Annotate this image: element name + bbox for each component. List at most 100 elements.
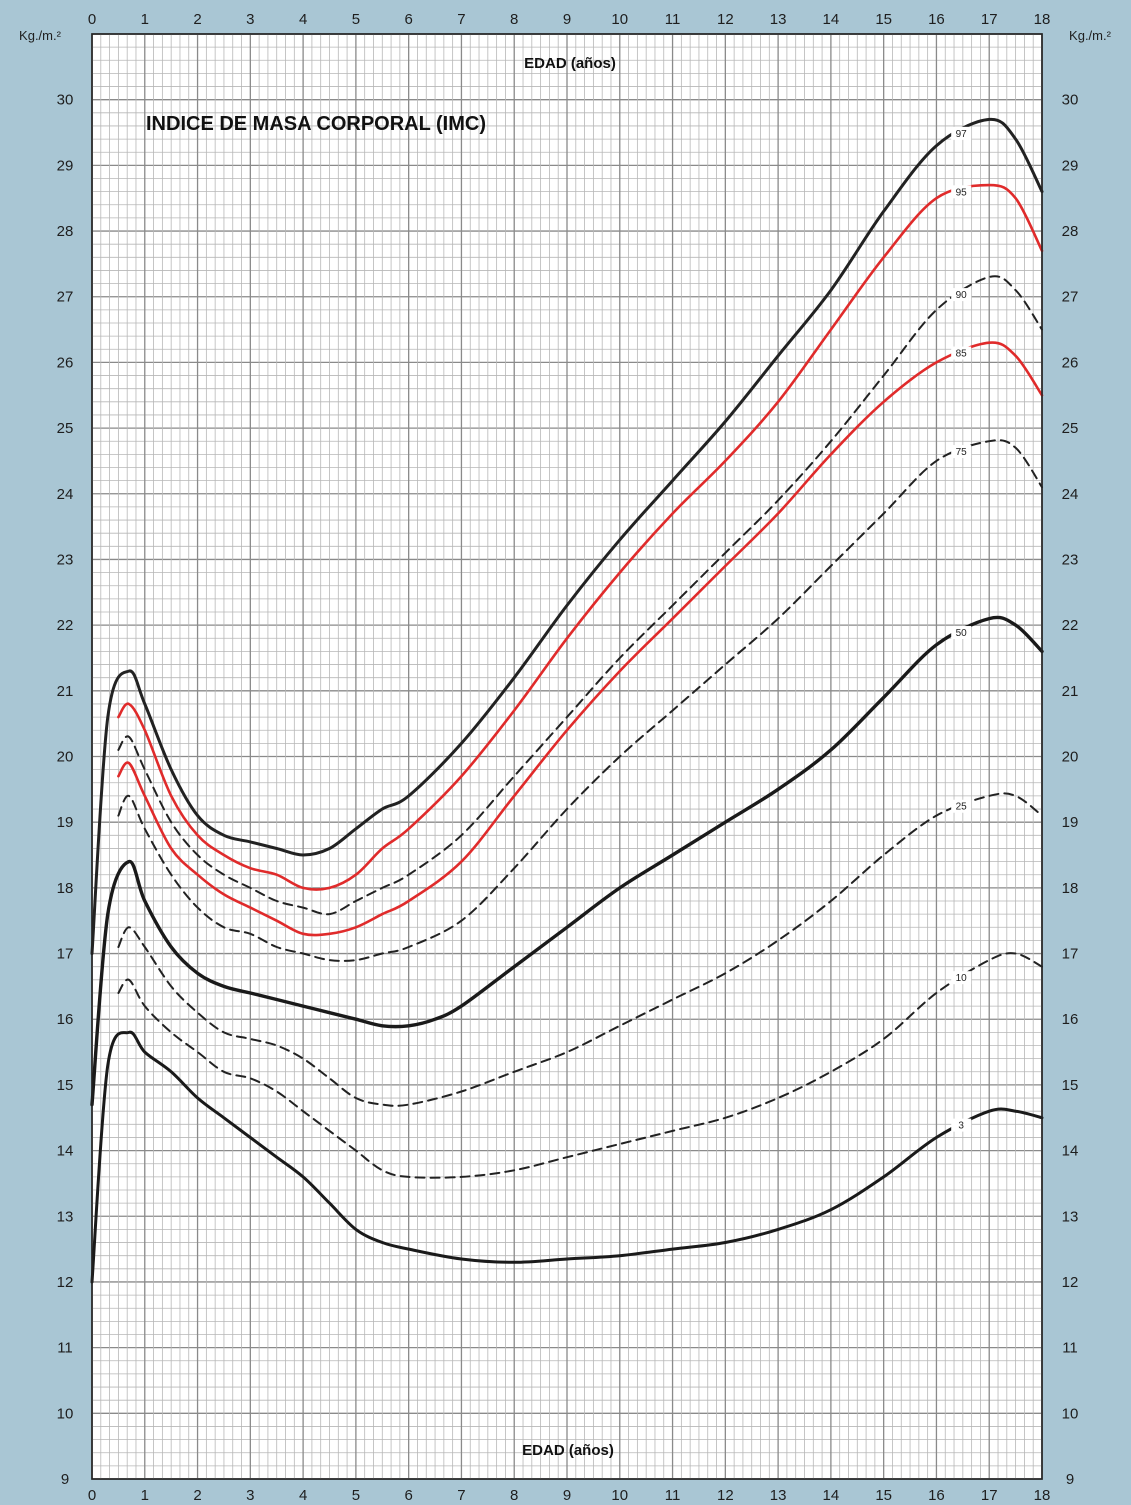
series-label-bg xyxy=(951,626,972,640)
y-tick-label: 29 xyxy=(57,157,74,174)
x-tick-label: 4 xyxy=(299,11,307,28)
x-tick-label: 1 xyxy=(141,11,149,28)
x-tick-label: 1 xyxy=(141,1487,149,1504)
x-tick-label: 17 xyxy=(981,1487,998,1504)
x-tick-label: 10 xyxy=(611,1487,628,1504)
series-line-p85 xyxy=(117,341,1044,937)
series-label-p50: 50 xyxy=(956,628,968,639)
series-line-p10 xyxy=(117,952,1043,1179)
x-tick-label: 14 xyxy=(823,1487,840,1504)
x-tick-label: 13 xyxy=(770,11,787,28)
y-tick-label: 23 xyxy=(57,551,74,568)
series-line-p97 xyxy=(90,117,1044,955)
y-tick-label: 29 xyxy=(1062,157,1079,174)
x-tick-label: 18 xyxy=(1034,1487,1051,1504)
y-tick-label: 15 xyxy=(1062,1077,1079,1094)
y-tick-label: 28 xyxy=(1062,223,1079,240)
y-tick-label: 10 xyxy=(1062,1405,1079,1422)
y-tick-label: 16 xyxy=(1062,1011,1079,1028)
series-label-bg xyxy=(951,971,972,985)
series-label-bg xyxy=(951,126,972,140)
y-tick-label: 21 xyxy=(57,683,74,700)
series-label-bg xyxy=(951,288,972,302)
series-label-p25: 25 xyxy=(956,802,968,813)
x-tick-label: 12 xyxy=(717,1487,734,1504)
x-tick-label: 18 xyxy=(1034,11,1051,28)
x-tick-label: 12 xyxy=(717,11,734,28)
y-tick-label: 9 xyxy=(1066,1471,1074,1488)
x-tick-label: 8 xyxy=(510,11,518,28)
y-tick-label: 10 xyxy=(57,1405,74,1422)
series-label-bg xyxy=(951,799,972,813)
y-ticks-right: 9 10 11 12 13 14 15 16 17 18 19 20 21 22 23 24 25 26 27 28 2… xyxy=(1062,92,1079,1488)
series-label-p85: 85 xyxy=(956,349,968,360)
x-tick-label: 11 xyxy=(665,11,681,28)
x-tick-label: 4 xyxy=(299,1487,307,1504)
y-tick-label: 27 xyxy=(1062,289,1079,306)
x-tick-label: 0 xyxy=(88,1487,96,1504)
y-tick-label: 13 xyxy=(1062,1208,1079,1225)
x-tick-label: 6 xyxy=(404,11,412,28)
y-tick-label: 14 xyxy=(57,1143,74,1160)
series-line-p95 xyxy=(117,183,1044,891)
x-tick-label: 7 xyxy=(457,11,465,28)
y-tick-label: 24 xyxy=(1062,486,1079,503)
y-tick-label: 21 xyxy=(1062,683,1079,700)
series-line-p75 xyxy=(117,439,1043,962)
series-line-p50 xyxy=(90,615,1044,1107)
x-tick-label: 3 xyxy=(246,11,254,28)
chart-title: INDICE DE MASA CORPORAL (IMC) xyxy=(146,113,486,135)
y-tick-label: 19 xyxy=(57,814,74,831)
x-tick-label: 2 xyxy=(193,1487,201,1504)
y-unit-left: Kg./m.² xyxy=(19,28,62,43)
x-tick-label: 2 xyxy=(193,11,201,28)
y-tick-label: 19 xyxy=(1062,814,1079,831)
y-unit-right: Kg./m.² xyxy=(1069,28,1112,43)
series-label-p3: 3 xyxy=(958,1121,964,1132)
x-tick-label: 16 xyxy=(928,11,945,28)
series-label-bg xyxy=(951,185,972,199)
series-line-p25 xyxy=(117,792,1043,1107)
y-tick-label: 27 xyxy=(57,289,74,306)
y-tick-label: 25 xyxy=(57,420,74,437)
y-tick-label: 22 xyxy=(57,617,74,634)
y-tick-label: 12 xyxy=(57,1274,74,1291)
y-tick-label: 13 xyxy=(57,1208,74,1225)
y-tick-label: 20 xyxy=(1062,749,1079,766)
x-tick-label: 17 xyxy=(981,11,998,28)
y-tick-label: 25 xyxy=(1062,420,1079,437)
y-tick-label: 16 xyxy=(57,1011,74,1028)
series-label-p75: 75 xyxy=(956,447,968,458)
x-axis-title-top: EDAD (años) xyxy=(524,55,616,72)
y-tick-label: 12 xyxy=(1062,1274,1079,1291)
x-tick-label: 3 xyxy=(246,1487,254,1504)
x-tick-label: 13 xyxy=(770,1487,787,1504)
grid xyxy=(91,33,1043,1480)
x-tick-label: 16 xyxy=(928,1487,945,1504)
series-label-bg xyxy=(951,445,972,459)
x-tick-label: 10 xyxy=(611,11,628,28)
x-tick-label: 0 xyxy=(88,11,96,28)
y-ticks-left: 9 10 11 12 13 14 15 16 17 18 19 20 21 22 23 24 25 26 27 28 2… xyxy=(57,92,74,1488)
plot-frame xyxy=(91,33,1043,1480)
y-tick-label: 23 xyxy=(1062,551,1079,568)
y-tick-label: 26 xyxy=(1062,354,1079,371)
x-tick-label: 15 xyxy=(875,11,892,28)
x-tick-label: 8 xyxy=(510,1487,518,1504)
series-line-p90 xyxy=(117,275,1043,916)
x-tick-label: 15 xyxy=(875,1487,892,1504)
x-tick-label: 11 xyxy=(665,1487,681,1504)
x-tick-label: 9 xyxy=(563,1487,571,1504)
x-tick-label: 9 xyxy=(563,11,571,28)
y-tick-label: 14 xyxy=(1062,1143,1079,1160)
y-tick-label: 11 xyxy=(57,1340,73,1357)
series-label-p10: 10 xyxy=(956,973,968,984)
x-tick-label: 5 xyxy=(352,1487,360,1504)
x-tick-label: 14 xyxy=(823,11,840,28)
x-axis-title-bottom: EDAD (años) xyxy=(522,1442,614,1459)
y-tick-label: 26 xyxy=(57,354,74,371)
y-tick-label: 24 xyxy=(57,486,74,503)
series-label-bg xyxy=(951,1118,972,1132)
y-tick-label: 11 xyxy=(1062,1340,1078,1357)
